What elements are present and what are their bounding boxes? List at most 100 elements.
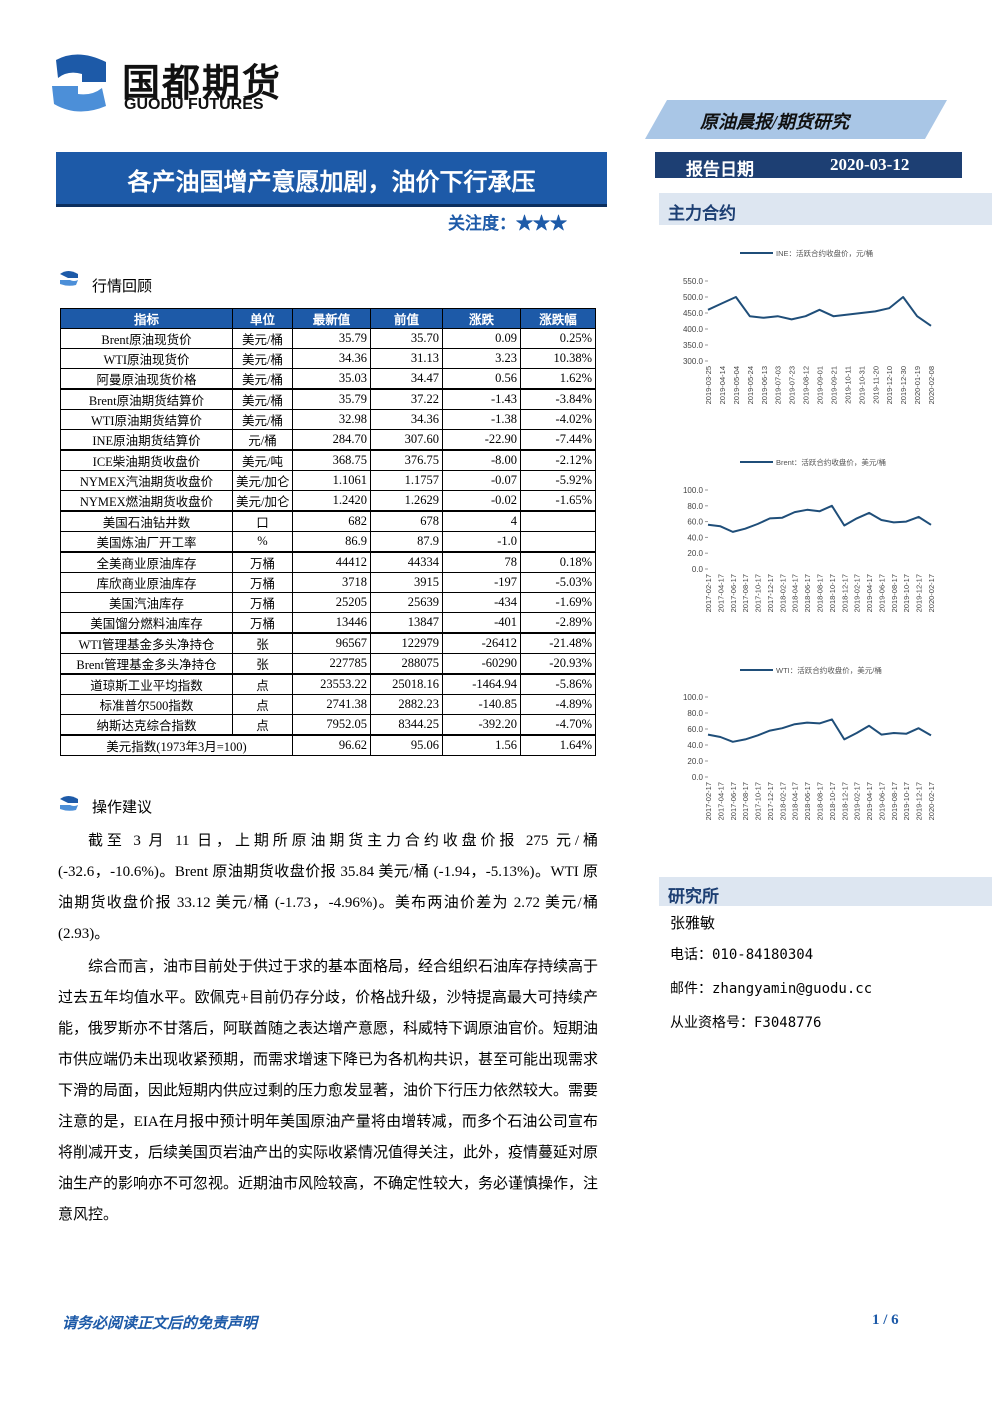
x-tick-label: 2019-06-17 (877, 782, 886, 820)
table-cell: -1.43 (442, 388, 521, 410)
x-tick-label: 2017-08-17 (741, 782, 750, 820)
table-cell: 1.1061 (292, 470, 371, 491)
table-cell: 美元/桶 (232, 388, 293, 410)
table-cell-empty (520, 510, 596, 532)
table-cell: INE原油期货结算价 (60, 429, 233, 451)
table-cell: 44412 (292, 551, 371, 573)
table-cell: 122979 (370, 632, 443, 654)
table-cell: 86.9 (292, 531, 371, 553)
table-cell: 美元指数(1973年3月=100) (60, 734, 293, 756)
legend-label: WTI：活跃合约收盘价，美元/桶 (776, 665, 882, 675)
table-cell: 阿曼原油现货价格 (60, 368, 233, 390)
x-tick-label: 2018-10-17 (828, 574, 837, 612)
table-cell: NYMEX汽油期货收盘价 (60, 470, 233, 491)
table-cell: 万桶 (232, 551, 293, 573)
table-cell: 美元/桶 (232, 328, 293, 349)
table-row: Brent原油期货结算价 美元/桶 35.79 37.22 -1.43 -3.84% (60, 388, 596, 410)
y-tick-label: 80.0 (687, 709, 703, 718)
x-tick-label: 2019-10-31 (857, 366, 866, 404)
series-line (707, 504, 932, 533)
table-cell: 1.56 (442, 734, 521, 756)
table-cell: ICE柴油期货收盘价 (60, 449, 233, 471)
table-cell: 3.23 (442, 348, 521, 369)
table-row: Brent管理基金多头净持仓张 227785 288075 -60290 -20.93% (60, 653, 596, 675)
table-cell: 点 (232, 714, 293, 736)
table-cell: 全美商业原油库存 (60, 551, 233, 573)
y-tick-label: 500.0 (683, 293, 704, 302)
table-cell: -2.89% (520, 612, 596, 634)
table-cell: WTI原油期货结算价 (60, 409, 233, 430)
table-row: 美国馏分燃料油库存 万桶 13446 13847 -401 -2.89% (60, 612, 596, 634)
table-cell: 13446 (292, 612, 371, 634)
research-name: 张雅敏 (670, 916, 716, 932)
line-chart: 300.0 350.0 400.0 450.0 500.0 550.0 2019-03-25… (683, 248, 936, 404)
table-cell: 37.22 (370, 388, 443, 410)
side-title-box (659, 193, 992, 225)
table-cell: 3915 (370, 572, 443, 593)
table-cell: -140.85 (442, 694, 521, 715)
table-cell: 1.64% (520, 734, 596, 756)
y-tick-label: 40.0 (687, 533, 703, 542)
body-text: 截至 3 月 11 日，上期所原油期货主力合约收盘价报 275 元/桶 (-32… (58, 826, 598, 1231)
table-cell: 288075 (370, 653, 443, 675)
page-number: 1 / 6 (872, 1312, 899, 1328)
table-row: 美国石油钻井数口 682 678 4 (60, 510, 596, 532)
market-table: 指标 单位 最新值 前值 涨跌 涨跌幅 Brent原油现货价 美元/桶 35.79 35.70 0… (60, 308, 596, 756)
table-row: INE原油期货结算价 元/桶 284.70 307.60 -22.90 -7.44% (60, 429, 596, 451)
table-cell: Brent管理基金多头净持仓 (60, 653, 233, 675)
table-cell-empty (520, 531, 596, 553)
table-row: 库欣商业原油库存 万桶 3718 3915 -197 -5.03% (60, 572, 596, 593)
x-tick-label: 2019-08-17 (890, 574, 899, 612)
table-cell: 美元/桶 (232, 409, 293, 430)
table-header: 指标 单位 最新值 前值 涨跌 涨跌幅 (60, 308, 596, 329)
table-cell: 678 (370, 510, 443, 532)
table-cell: 35.79 (292, 328, 371, 349)
table-cell: 35.03 (292, 368, 371, 390)
x-tick-label: 2020-02-08 (927, 366, 936, 404)
y-tick-label: 100.0 (683, 693, 704, 702)
table-cell: 25205 (292, 592, 371, 613)
table-cell: 道琼斯工业平均指数 (60, 673, 233, 695)
x-tick-label: 2017-04-17 (716, 574, 725, 612)
x-tick-label: 2019-10-17 (902, 782, 911, 820)
table-row: ICE柴油期货收盘价 美元/吨 368.75 376.75 -8.00 -2.12% (60, 449, 596, 471)
table-cell: 78 (442, 551, 521, 573)
x-tick-label: 2019-06-17 (877, 574, 886, 612)
x-tick-label: 2019-02-17 (853, 782, 862, 820)
research-phone: 电话：010-84180304 (670, 947, 814, 963)
x-tick-label: 2019-10-11 (843, 366, 852, 404)
table-row: NYMEX汽油期货收盘价 美元/加仑 1.1061 1.1757 -0.07 -5.92% (60, 470, 596, 491)
x-tick-label: 2017-04-17 (716, 782, 725, 820)
y-tick-label: 0.0 (692, 565, 704, 574)
table-cell: 23553.22 (292, 673, 371, 695)
table-cell: 美国炼油厂开工率 (60, 531, 233, 553)
table-cell: 张 (232, 632, 293, 654)
column-header: 前值 (370, 308, 443, 329)
table-cell: -1.0 (442, 531, 521, 553)
table-row: WTI原油期货结算价 美元/桶 32.98 34.36 -1.38 -4.02% (60, 409, 596, 430)
date-box (655, 152, 962, 178)
table-cell: -21.48% (520, 632, 596, 654)
section-icon (60, 796, 78, 811)
table-cell: 美国馏分燃料油库存 (60, 612, 233, 634)
table-cell: 1.2420 (292, 490, 371, 512)
logo-en: GUODU FUTURES (124, 96, 264, 113)
table-cell: % (232, 531, 293, 553)
y-tick-label: 400.0 (683, 325, 704, 334)
table-cell: 87.9 (370, 531, 443, 553)
table-cell: -0.02 (442, 490, 521, 512)
section-heading: 操作建议 (92, 800, 153, 816)
x-tick-label: 2019-04-14 (718, 366, 727, 404)
table-row: Brent原油现货价 美元/桶 35.79 35.70 0.09 0.25% (60, 328, 596, 349)
table-cell: 227785 (292, 653, 371, 675)
x-tick-label: 2018-04-17 (791, 574, 800, 612)
table-cell: -1.69% (520, 592, 596, 613)
table-cell: 10.38% (520, 348, 596, 369)
x-tick-label: 2019-07-03 (774, 366, 783, 404)
table-cell: Brent原油现货价 (60, 328, 233, 349)
x-tick-label: 2019-12-17 (915, 782, 924, 820)
table-cell: -434 (442, 592, 521, 613)
table-cell: 34.47 (370, 368, 443, 390)
